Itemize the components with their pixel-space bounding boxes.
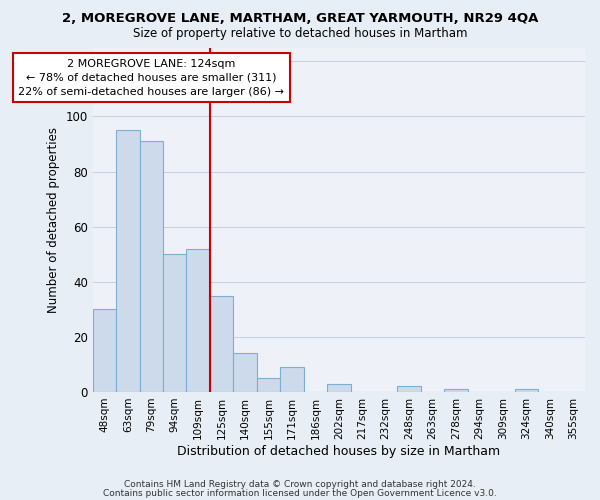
- Text: 2 MOREGROVE LANE: 124sqm
← 78% of detached houses are smaller (311)
22% of semi-: 2 MOREGROVE LANE: 124sqm ← 78% of detach…: [18, 58, 284, 96]
- Bar: [233, 354, 257, 392]
- X-axis label: Distribution of detached houses by size in Martham: Distribution of detached houses by size …: [177, 444, 500, 458]
- Text: Contains public sector information licensed under the Open Government Licence v3: Contains public sector information licen…: [103, 488, 497, 498]
- Bar: [210, 296, 233, 392]
- Bar: [163, 254, 187, 392]
- Bar: [92, 310, 116, 392]
- Bar: [515, 389, 538, 392]
- Bar: [445, 389, 468, 392]
- Bar: [280, 367, 304, 392]
- Bar: [187, 248, 210, 392]
- Bar: [257, 378, 280, 392]
- Bar: [397, 386, 421, 392]
- Text: Size of property relative to detached houses in Martham: Size of property relative to detached ho…: [133, 28, 467, 40]
- Bar: [327, 384, 350, 392]
- Bar: [116, 130, 140, 392]
- Y-axis label: Number of detached properties: Number of detached properties: [47, 126, 60, 312]
- Text: Contains HM Land Registry data © Crown copyright and database right 2024.: Contains HM Land Registry data © Crown c…: [124, 480, 476, 489]
- Bar: [140, 141, 163, 392]
- Text: 2, MOREGROVE LANE, MARTHAM, GREAT YARMOUTH, NR29 4QA: 2, MOREGROVE LANE, MARTHAM, GREAT YARMOU…: [62, 12, 538, 26]
